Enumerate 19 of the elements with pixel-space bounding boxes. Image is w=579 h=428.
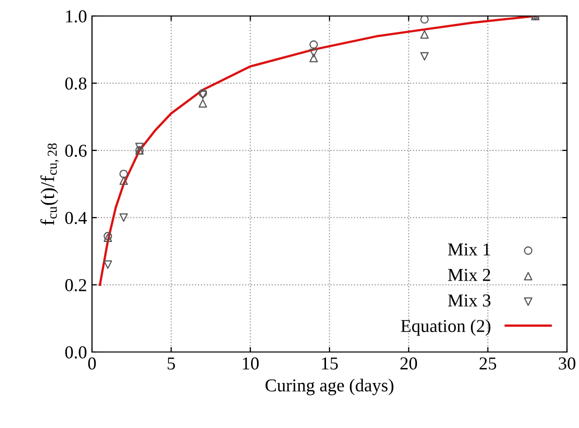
x-axis-title: Curing age (days) (266, 378, 394, 396)
x-tick-label: 30 (558, 357, 576, 370)
y-axis-title: f$_{cu}$(t)/f$_{cu,28}$ (40, 143, 59, 226)
x-tick-label: 5 (168, 358, 175, 370)
x-tick-label: 15 (322, 357, 338, 370)
y-tick-label: 0.6 (65, 144, 87, 157)
y-tick-label: 0.0 (65, 346, 86, 359)
legend-label: Mix 2 (448, 268, 490, 281)
y-tick-label: 0.2 (65, 279, 86, 292)
x-tick-label: 25 (480, 357, 496, 370)
y-tick-label: 1.0 (66, 10, 86, 23)
x-tick-label: 20 (400, 357, 418, 370)
legend-label: Mix 3 (448, 294, 490, 307)
x-tick-label: 0 (88, 357, 96, 370)
y-tick-label: 0.4 (65, 212, 87, 224)
legend-label: Mix 1 (448, 243, 490, 256)
y-tick-label: 0.8 (65, 77, 86, 90)
legend-label: Equation (2) (400, 319, 490, 336)
x-tick-label: 10 (242, 357, 259, 370)
